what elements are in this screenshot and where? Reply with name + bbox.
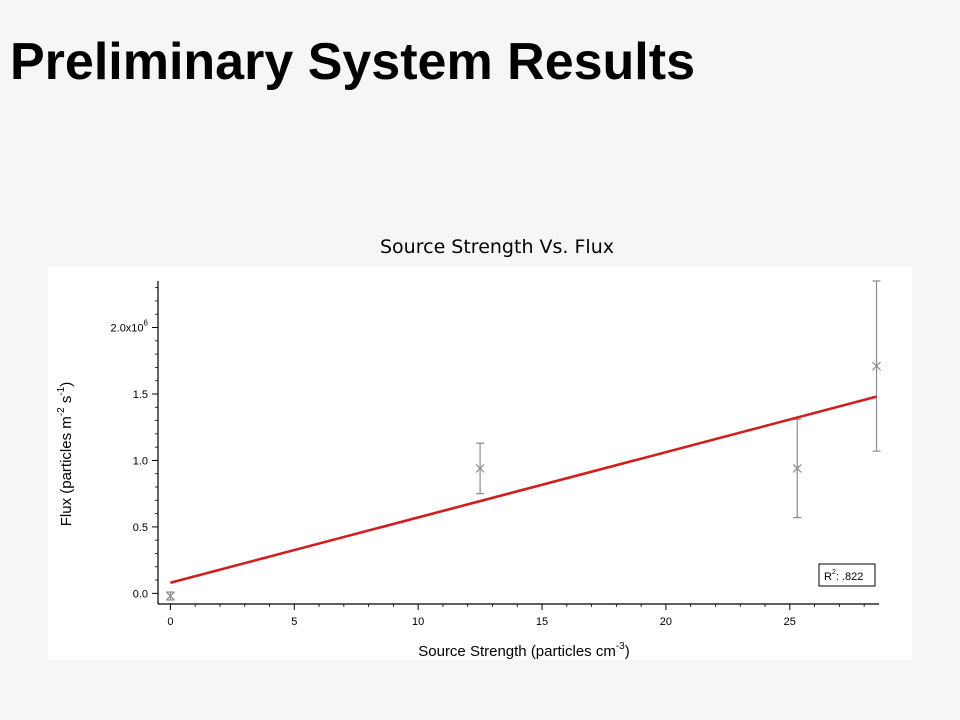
r-squared-annotation: R2: .822 bbox=[818, 563, 876, 587]
y-tick-label: 0.0 bbox=[133, 588, 148, 600]
x-axis-label-text: Source Strength (particles cm bbox=[418, 643, 616, 660]
slide-title: Preliminary System Results bbox=[10, 33, 695, 91]
y-axis-label-text: Flux (particles m bbox=[58, 416, 75, 526]
y-axis-label-close: ) bbox=[58, 382, 75, 387]
x-tick-label: 15 bbox=[536, 616, 548, 628]
r-squared-text: R2: .822 bbox=[824, 569, 863, 583]
x-marker bbox=[872, 361, 881, 371]
r-label: R bbox=[824, 571, 832, 583]
data-point bbox=[165, 591, 175, 601]
x-tick-label: 5 bbox=[291, 616, 297, 628]
data-point bbox=[872, 280, 881, 452]
r-value: : .822 bbox=[836, 571, 864, 583]
annotation-box bbox=[818, 563, 876, 587]
y-axis-label-exponent-1: -2 bbox=[56, 407, 67, 416]
y-tick-label: 2.0x106 bbox=[111, 319, 149, 335]
y-tick-label: 1.0 bbox=[133, 455, 148, 467]
x-tick-label: 20 bbox=[660, 616, 672, 628]
scatter-chart: 0 5 10 15 20 25 0.0 0.5 1.0 1.5 2.0x106 R2: .822 S… bbox=[56, 280, 881, 660]
y-tick-exponent: 6 bbox=[144, 319, 149, 328]
y-tick-label: 1.5 bbox=[133, 389, 148, 401]
fit-line bbox=[170, 395, 877, 584]
x-marker bbox=[792, 463, 802, 473]
y-tick-label: 0.5 bbox=[133, 522, 148, 534]
x-tick-label: 0 bbox=[167, 616, 173, 628]
x-axis-label-close: ) bbox=[625, 643, 630, 660]
y-axis-label-exponent-2: -1 bbox=[56, 386, 67, 395]
x-axis-label-exponent: -3 bbox=[616, 641, 625, 652]
y-axis-label-mid: s bbox=[58, 396, 75, 408]
x-axis-label: Source Strength (particles cm-3) bbox=[418, 641, 629, 660]
data-point bbox=[475, 442, 485, 495]
axis-ticks: 0 5 10 15 20 25 0.0 0.5 1.0 1.5 2.0x106 bbox=[111, 287, 865, 628]
chart-title: Source Strength Vs. Flux bbox=[380, 236, 614, 258]
r-exponent: 2 bbox=[832, 569, 836, 576]
data-point bbox=[792, 418, 802, 519]
x-tick-label: 25 bbox=[784, 616, 796, 628]
x-tick-label: 10 bbox=[412, 616, 424, 628]
y-axis-label: Flux (particles m-2 s-1) bbox=[56, 382, 75, 527]
axes bbox=[157, 281, 879, 605]
x-marker bbox=[475, 463, 485, 473]
plot-panel: 0 5 10 15 20 25 0.0 0.5 1.0 1.5 2.0x106 R2: .822 S… bbox=[48, 267, 912, 660]
data-series bbox=[165, 280, 881, 601]
x-marker bbox=[165, 591, 175, 601]
